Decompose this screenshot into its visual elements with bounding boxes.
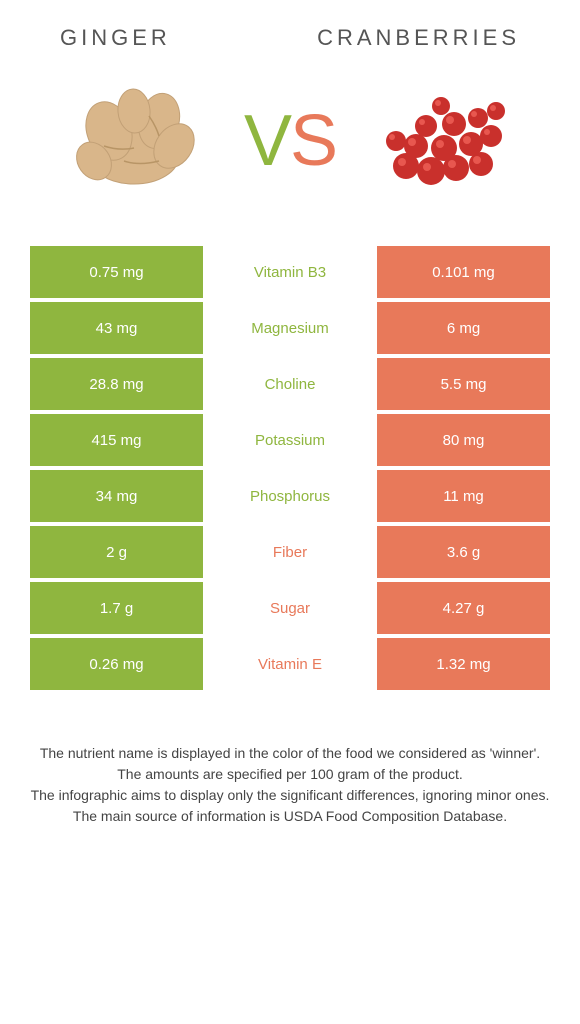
- value-left: 1.7 g: [30, 582, 203, 634]
- value-left: 0.75 mg: [30, 246, 203, 298]
- table-row: 415 mgPotassium80 mg: [30, 414, 550, 466]
- value-left: 28.8 mg: [30, 358, 203, 410]
- value-left: 34 mg: [30, 470, 203, 522]
- nutrient-label: Vitamin E: [203, 638, 377, 690]
- value-right: 1.32 mg: [377, 638, 550, 690]
- nutrient-label: Choline: [203, 358, 377, 410]
- footnote-line: The nutrient name is displayed in the co…: [30, 744, 550, 763]
- cranberries-icon: [366, 76, 516, 206]
- value-left: 43 mg: [30, 302, 203, 354]
- value-right: 5.5 mg: [377, 358, 550, 410]
- nutrient-label: Potassium: [203, 414, 377, 466]
- table-row: 28.8 mgCholine5.5 mg: [30, 358, 550, 410]
- food-right-title: CRANBERRIES: [317, 25, 520, 51]
- footnote-line: The infographic aims to display only the…: [30, 786, 550, 805]
- images-row: VS: [0, 66, 580, 246]
- nutrient-label: Vitamin B3: [203, 246, 377, 298]
- table-row: 0.75 mgVitamin B30.101 mg: [30, 246, 550, 298]
- nutrient-label: Sugar: [203, 582, 377, 634]
- food-left-title: GINGER: [60, 25, 171, 51]
- value-right: 6 mg: [377, 302, 550, 354]
- vs-v: V: [244, 101, 290, 181]
- nutrient-table: 0.75 mgVitamin B30.101 mg43 mgMagnesium6…: [30, 246, 550, 694]
- nutrient-label: Fiber: [203, 526, 377, 578]
- value-right: 11 mg: [377, 470, 550, 522]
- value-right: 4.27 g: [377, 582, 550, 634]
- table-row: 2 gFiber3.6 g: [30, 526, 550, 578]
- value-left: 2 g: [30, 526, 203, 578]
- value-right: 80 mg: [377, 414, 550, 466]
- value-right: 3.6 g: [377, 526, 550, 578]
- value-left: 415 mg: [30, 414, 203, 466]
- table-row: 43 mgMagnesium6 mg: [30, 302, 550, 354]
- vs-text: VS: [244, 100, 336, 182]
- nutrient-label: Phosphorus: [203, 470, 377, 522]
- vs-s: S: [290, 101, 336, 181]
- nutrient-label: Magnesium: [203, 302, 377, 354]
- footnote-line: The amounts are specified per 100 gram o…: [30, 765, 550, 784]
- table-row: 34 mgPhosphorus11 mg: [30, 470, 550, 522]
- header: GINGER CRANBERRIES: [0, 0, 580, 66]
- value-right: 0.101 mg: [377, 246, 550, 298]
- table-row: 1.7 gSugar4.27 g: [30, 582, 550, 634]
- table-row: 0.26 mgVitamin E1.32 mg: [30, 638, 550, 690]
- footnote-line: The main source of information is USDA F…: [30, 807, 550, 826]
- ginger-icon: [64, 76, 214, 206]
- value-left: 0.26 mg: [30, 638, 203, 690]
- footnotes: The nutrient name is displayed in the co…: [0, 744, 580, 858]
